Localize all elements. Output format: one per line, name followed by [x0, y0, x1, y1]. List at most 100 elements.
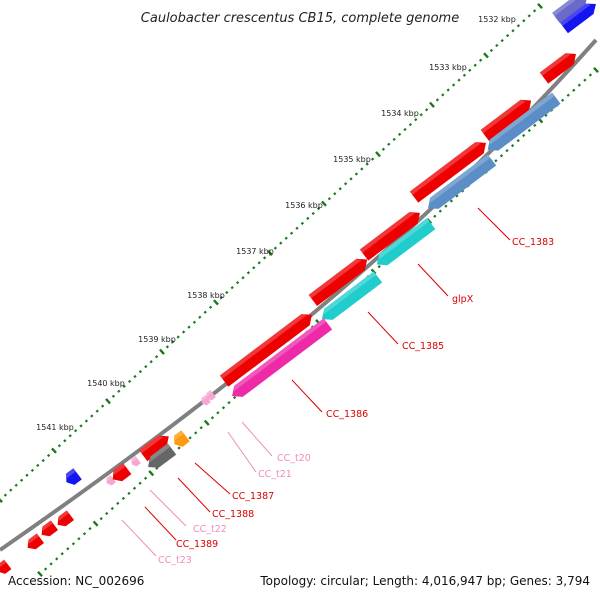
outer-minor-tick [95, 409, 99, 413]
gene-feature-cc1383[interactable] [483, 92, 561, 156]
gene-feature-cc1389[interactable] [109, 462, 132, 485]
outer-minor-tick [165, 345, 170, 349]
trna-feature-cct22[interactable] [129, 455, 141, 468]
gene-feature[interactable] [0, 559, 12, 577]
outer-minor-tick [441, 93, 445, 97]
leader-line [367, 311, 399, 345]
gene-feature[interactable] [139, 431, 173, 462]
inner-minor-tick [527, 128, 531, 133]
gene-feature-cc1383[interactable] [424, 154, 497, 213]
outer-minor-tick [30, 468, 35, 473]
gene-label[interactable]: CC_1383 [512, 237, 554, 248]
ruler-label: 1539 kbp [138, 335, 176, 344]
gene-feature-cc1385[interactable] [318, 271, 383, 324]
outer-major-tick [105, 398, 111, 405]
trna-feature-cct20[interactable] [204, 389, 216, 402]
ruler-label: 1537 kbp [236, 247, 274, 256]
outer-minor-tick [144, 364, 148, 369]
gene-label[interactable]: CC_1386 [326, 409, 368, 420]
outer-minor-tick [365, 162, 369, 166]
outer-minor-tick [68, 434, 72, 438]
outer-minor-tick [127, 379, 132, 384]
gene-feature[interactable] [539, 48, 580, 84]
gene-label[interactable]: CC_t21 [258, 469, 292, 480]
inner-minor-tick [188, 436, 192, 440]
outer-major-tick [267, 249, 273, 257]
gene-feature[interactable] [359, 207, 424, 261]
inner-minor-tick [577, 83, 581, 87]
outer-minor-tick [187, 325, 191, 329]
gene-label[interactable]: CC_t22 [193, 524, 227, 535]
inner-minor-tick [449, 199, 454, 203]
trna-feature-cct20-highlight [206, 389, 213, 396]
inner-minor-tick [99, 516, 103, 521]
gene-feature[interactable] [219, 309, 316, 387]
gene-label[interactable]: CC_1389 [176, 539, 218, 550]
outer-minor-tick [279, 241, 283, 245]
genome-summary-text: Topology: circular; Length: 4,016,947 bp… [260, 574, 590, 588]
inner-minor-tick [177, 446, 181, 450]
outer-major-tick [483, 52, 489, 59]
gene-feature[interactable] [54, 510, 74, 529]
outer-minor-tick [171, 340, 175, 344]
gene-feature[interactable] [308, 254, 372, 307]
inner-minor-tick [43, 567, 48, 571]
inner-minor-tick [127, 491, 131, 496]
outer-minor-tick [284, 236, 288, 240]
ruler-tick-dots-outer [0, 2, 543, 504]
outer-minor-tick [457, 78, 461, 82]
gene-feature-glpx[interactable] [373, 217, 436, 270]
gene-label[interactable]: CC_t23 [158, 555, 192, 566]
gene-label[interactable]: CC_1388 [212, 509, 254, 520]
leader-line [194, 462, 231, 495]
leader-line [177, 477, 211, 513]
outer-major-tick [375, 151, 381, 158]
gene-feature-cc1386[interactable] [228, 318, 333, 401]
leader-line [241, 421, 273, 457]
outer-minor-tick [208, 305, 213, 309]
gene-label[interactable]: CC_1387 [232, 491, 274, 502]
inner-minor-tick [49, 562, 53, 566]
outer-minor-tick [511, 29, 515, 33]
inner-minor-tick [138, 481, 142, 485]
gene-label[interactable]: glpX [452, 294, 474, 305]
gene-feature-highlight [139, 435, 164, 454]
inner-minor-tick [522, 133, 526, 138]
gene-feature[interactable] [409, 137, 490, 203]
gene-feature[interactable] [480, 95, 536, 142]
gene-feature-cc1387[interactable] [144, 443, 177, 472]
inner-minor-tick [533, 123, 537, 128]
gene-label[interactable]: CC_t20 [277, 453, 311, 464]
gene-label[interactable]: CC_1385 [402, 341, 444, 352]
gene-feature[interactable] [24, 533, 44, 552]
gene-feature-cc1386-highlight [234, 318, 327, 391]
gene-feature[interactable] [38, 520, 58, 539]
outer-minor-tick [198, 315, 202, 319]
outer-minor-tick [473, 63, 477, 67]
outer-minor-tick [241, 276, 245, 280]
gene-feature-highlight [552, 0, 583, 16]
gene-feature-cc1388-highlight [174, 430, 184, 441]
inner-minor-tick [433, 214, 437, 218]
gene-feature[interactable] [62, 468, 82, 488]
outer-minor-tick [311, 211, 315, 216]
inner-major-tick [92, 520, 99, 527]
outer-minor-tick [3, 493, 8, 497]
inner-minor-tick [572, 88, 576, 92]
trna-feature-cct21[interactable] [199, 394, 211, 407]
inner-minor-tick [60, 552, 64, 556]
inner-minor-tick [132, 486, 137, 490]
leader-line [477, 207, 511, 241]
outer-minor-tick [327, 197, 332, 201]
gene-feature-highlight [539, 53, 571, 76]
outer-minor-tick [117, 389, 121, 393]
ruler-label: 1534 kbp [381, 109, 419, 118]
gene-feature[interactable] [560, 0, 600, 34]
ruler-label: 1538 kbp [187, 291, 225, 300]
leader-line [227, 431, 257, 473]
trna-feature-cct23[interactable] [104, 474, 116, 487]
gene-feature-cc1388[interactable] [170, 430, 190, 450]
ruler-label: 1533 kbp [429, 63, 467, 72]
gene-feature[interactable] [552, 0, 592, 24]
inner-minor-tick [143, 476, 148, 480]
